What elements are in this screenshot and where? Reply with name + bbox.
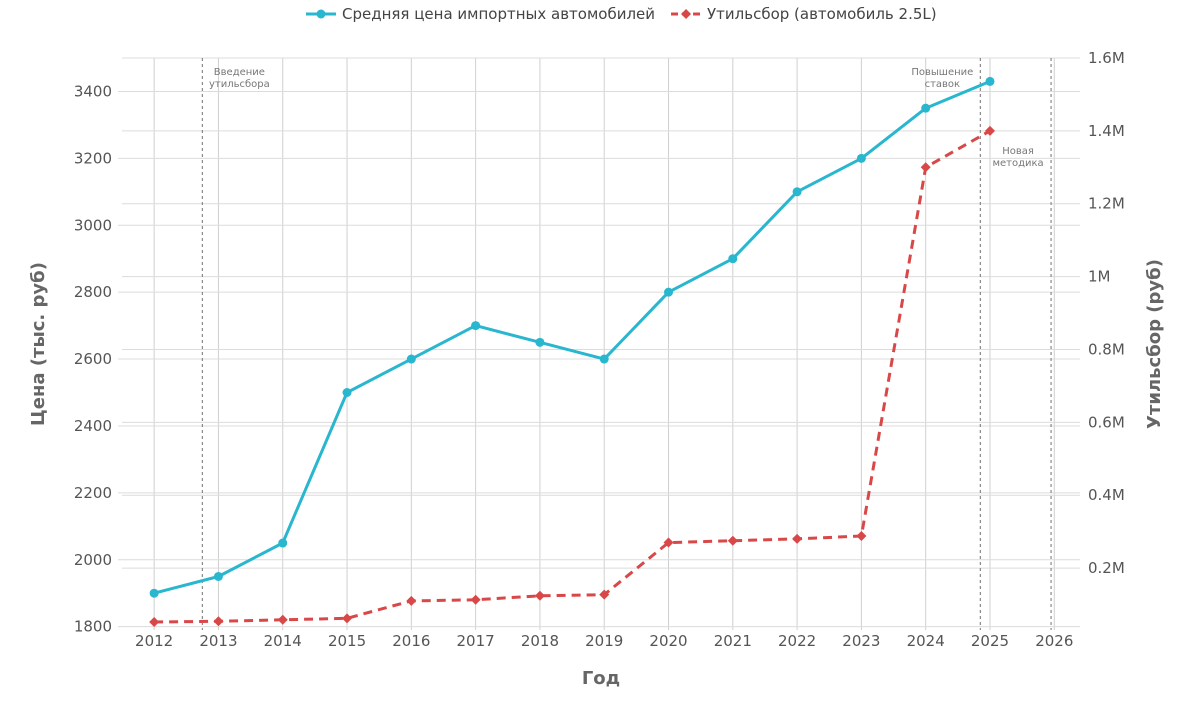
legend: Средняя цена импортных автомобилей Утильс… (306, 5, 937, 23)
data-point-0-2015 (342, 388, 352, 398)
y-left-tick-label: 2800 (74, 283, 112, 301)
y-left-tick-label: 3400 (74, 82, 112, 100)
data-point-1-2016 (406, 595, 417, 606)
y-right-tick-label: 0.8M (1088, 340, 1125, 358)
annotation-text: Новая (1002, 146, 1034, 157)
y-right-tick-label: 1.2M (1088, 195, 1125, 213)
data-point-1-2015 (342, 613, 353, 624)
y-right-tick-label: 1M (1088, 268, 1111, 286)
data-point-1-2024 (920, 162, 931, 173)
data-point-0-2020 (664, 287, 674, 297)
y-left-tick-label: 1800 (74, 618, 112, 636)
axes: 1800 2000 2200 2400 2600 2800 3000 3200 3400 0.2M… (28, 49, 1165, 689)
annotation-text: методика (992, 158, 1043, 169)
x-tick-label: 2015 (328, 632, 366, 650)
data-point-0-2019 (599, 354, 609, 364)
data-point-0-2012 (149, 588, 159, 598)
y-right-tick-label: 1.4M (1088, 122, 1125, 140)
data-point-1-2020 (663, 537, 674, 548)
data-point-0-2016 (406, 354, 416, 364)
data-point-1-2017 (470, 594, 481, 605)
annotation-text: Введение (214, 67, 265, 78)
x-tick-label: 2017 (457, 632, 495, 650)
data-point-0-2018 (535, 337, 545, 347)
x-tick-label: 2016 (392, 632, 430, 650)
x-axis-title: Год (582, 668, 620, 689)
y-left-tick-label: 2200 (74, 484, 112, 502)
data-point-1-2025 (984, 125, 995, 136)
legend-label-0: Средняя цена импортных автомобилей (342, 5, 655, 23)
data-point-1-2023 (856, 531, 867, 542)
x-tick-label: 2018 (521, 632, 559, 650)
x-tick-label: 2023 (842, 632, 880, 650)
y-left-axis-title: Цена (тыс. руб) (28, 262, 49, 426)
data-point-0-2024 (921, 103, 931, 113)
data-point-1-2019 (599, 589, 610, 600)
data-point-1-2022 (792, 533, 803, 544)
data-point-0-2013 (213, 571, 223, 581)
data-point-0-2023 (856, 153, 866, 163)
y-left-tick-label: 2000 (74, 551, 112, 569)
data-point-1-2013 (213, 616, 224, 627)
y-right-axis-title: Утильсбор (руб) (1144, 259, 1165, 429)
y-left-tick-label: 2400 (74, 417, 112, 435)
series-line-1 (154, 129, 991, 624)
legend-marker-1 (681, 9, 692, 19)
data-point-0-2014 (278, 538, 288, 548)
x-tick-label: 2014 (264, 632, 302, 650)
x-tick-label: 2020 (649, 632, 687, 650)
data-point-0-2021 (728, 254, 738, 264)
y-right-tick-label: 0.2M (1088, 559, 1125, 577)
legend-marker-0 (316, 9, 326, 19)
series-lines (149, 76, 995, 627)
series-line-0 (153, 80, 991, 595)
data-point-0-2017 (471, 321, 481, 331)
data-point-1-2018 (534, 590, 545, 601)
data-point-0-2022 (792, 187, 802, 197)
annotation-text: ставок (925, 79, 961, 90)
x-tick-label: 2025 (971, 632, 1009, 650)
x-tick-label: 2019 (585, 632, 623, 650)
y-left-tick-label: 3000 (74, 216, 112, 234)
legend-item-0: Средняя цена импортных автомобилей (306, 5, 655, 23)
data-point-0-2025 (985, 76, 995, 86)
x-tick-label: 2022 (778, 632, 816, 650)
annotation-text: Повышение (911, 67, 973, 78)
x-tick-label: 2024 (907, 632, 945, 650)
y-left-tick-label: 3200 (74, 149, 112, 167)
data-point-1-2021 (727, 535, 738, 546)
y-left-tick-label: 2600 (74, 350, 112, 368)
annotation-text: утильсбора (209, 79, 270, 90)
x-tick-label: 2021 (714, 632, 752, 650)
data-point-1-2012 (149, 616, 160, 627)
x-tick-label: 2013 (199, 632, 237, 650)
legend-label-1: Утильсбор (автомобиль 2.5L) (707, 5, 937, 23)
x-tick-label: 2026 (1035, 632, 1073, 650)
x-tick-label: 2012 (135, 632, 173, 650)
y-right-tick-label: 0.4M (1088, 486, 1125, 504)
grid (118, 57, 1080, 630)
data-point-1-2014 (277, 614, 288, 625)
legend-item-1: Утильсбор (автомобиль 2.5L) (671, 5, 937, 23)
y-right-tick-label: 1.6M (1088, 49, 1125, 67)
y-right-tick-label: 0.6M (1088, 413, 1125, 431)
